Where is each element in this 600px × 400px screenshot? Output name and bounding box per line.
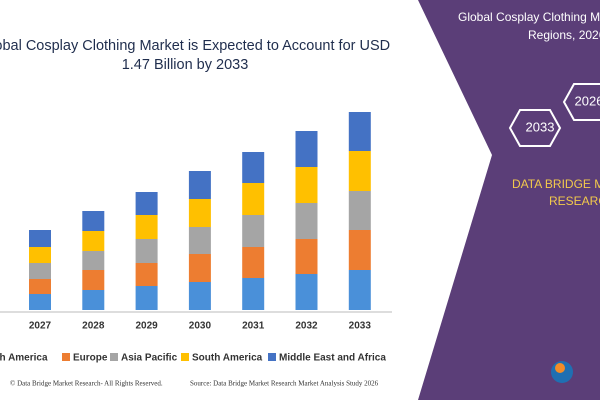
bar-segment	[242, 183, 265, 215]
bar-segment	[348, 191, 371, 230]
brand-text: DATA BRIDGE MARKET	[512, 177, 600, 191]
bar-segment	[242, 247, 265, 278]
bar-segment	[135, 192, 158, 215]
bar-segment	[242, 278, 265, 310]
bar-segment	[135, 215, 158, 239]
bar-segment	[29, 230, 51, 247]
source: Source: Data Bridge Market Research Mark…	[190, 380, 379, 388]
bar-segment	[188, 254, 211, 282]
legend-label: Europe	[73, 353, 108, 364]
x-tick-label: 2032	[295, 321, 318, 332]
bar-segment	[295, 203, 318, 239]
bar-segment	[82, 211, 105, 231]
legend-swatch	[268, 353, 276, 361]
legend-swatch	[181, 353, 189, 361]
legend-swatch	[110, 353, 118, 361]
bar-segment	[348, 151, 371, 191]
chart-title: Global Cosplay Clothing Market is Expect…	[0, 38, 390, 54]
bar-segment	[82, 251, 105, 270]
legend-label: South America	[192, 353, 263, 364]
brand-text: RESEARCH	[549, 194, 600, 208]
bar-segment	[295, 239, 318, 274]
bar-segment	[29, 247, 51, 263]
legend-swatch	[62, 353, 70, 361]
bar-segment	[135, 286, 158, 310]
logo	[551, 361, 573, 383]
bar-segment	[242, 152, 265, 183]
bar-segment	[82, 290, 105, 310]
bar-segment	[188, 171, 211, 199]
chart-title: 1.47 Billion by 2033	[122, 57, 249, 73]
bar-segment	[348, 230, 371, 270]
legend-label: North America	[0, 353, 48, 364]
hex-label: 2033	[526, 119, 555, 134]
panel-title: Regions, 2026 to 2033	[528, 28, 600, 42]
bar-segment	[348, 112, 371, 151]
bar-segment	[82, 270, 105, 290]
copyright: © Data Bridge Market Research- All Right…	[10, 380, 163, 388]
hex-label: 2026	[575, 93, 600, 108]
bar-segment	[29, 294, 51, 310]
bar-segment	[188, 227, 211, 254]
panel-title: Global Cosplay Clothing Market, By	[458, 10, 600, 24]
bar-segment	[188, 199, 211, 227]
bar-segment	[188, 282, 211, 310]
legend-label: Asia Pacific	[121, 353, 178, 364]
hexagon	[508, 109, 562, 147]
x-tick-label: 2033	[349, 321, 372, 332]
x-tick-label: 2027	[29, 321, 52, 332]
legend-label: Middle East and Africa	[279, 353, 386, 364]
bar-segment	[348, 270, 371, 310]
hexagon	[562, 83, 600, 121]
bar-segment	[242, 215, 265, 247]
bar-segment	[29, 279, 51, 294]
side-panel	[418, 0, 600, 400]
x-tick-label: 2028	[82, 321, 105, 332]
x-tick-label: 2031	[242, 321, 265, 332]
logo-mark	[555, 363, 565, 373]
bar-segment	[295, 167, 318, 203]
bar-segment	[82, 231, 105, 251]
bar-segment	[135, 239, 158, 263]
bar-segment	[135, 263, 158, 286]
bar-segment	[29, 263, 51, 279]
bar-segment	[295, 131, 318, 167]
x-tick-label: 2029	[135, 321, 158, 332]
bar-segment	[295, 274, 318, 310]
x-tick-label: 2030	[189, 321, 212, 332]
